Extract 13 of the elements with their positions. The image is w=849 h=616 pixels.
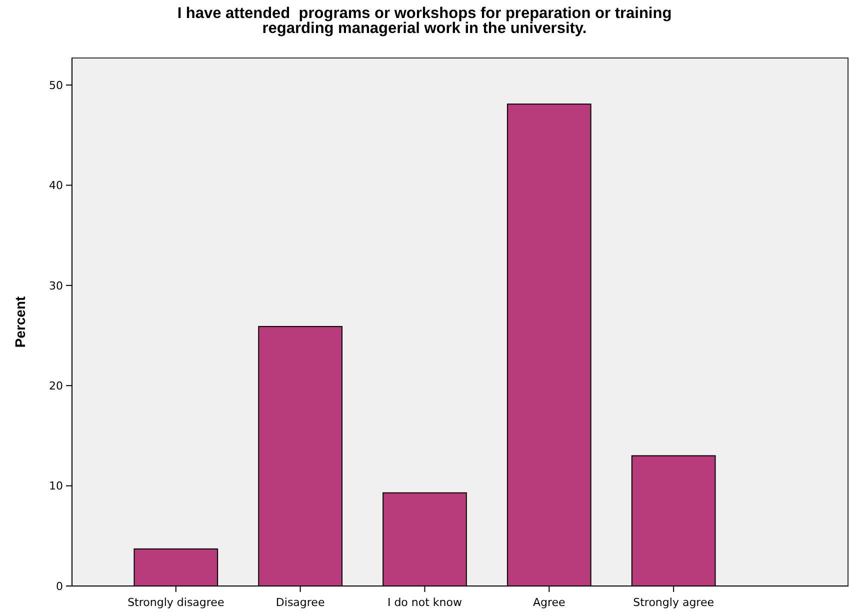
y-tick-label: 30 xyxy=(49,279,63,292)
x-tick-label: Strongly disagree xyxy=(128,596,224,609)
y-tick-label: 10 xyxy=(49,480,63,493)
x-tick-label: Agree xyxy=(532,596,566,609)
y-axis-title: Percent xyxy=(12,296,28,348)
y-tick-label: 50 xyxy=(49,78,63,92)
y-tick-label: 40 xyxy=(49,179,63,192)
y-tick-label: 0 xyxy=(56,580,63,593)
x-tick-label: Disagree xyxy=(276,596,325,609)
x-tick-label: I do not know xyxy=(387,596,462,609)
chart-title: I have attended programs or workshops for preparation or training regarding managerial work in the university. xyxy=(177,5,672,37)
x-tick-label: Strongly agree xyxy=(633,596,714,609)
y-tick-label: 20 xyxy=(49,379,63,392)
